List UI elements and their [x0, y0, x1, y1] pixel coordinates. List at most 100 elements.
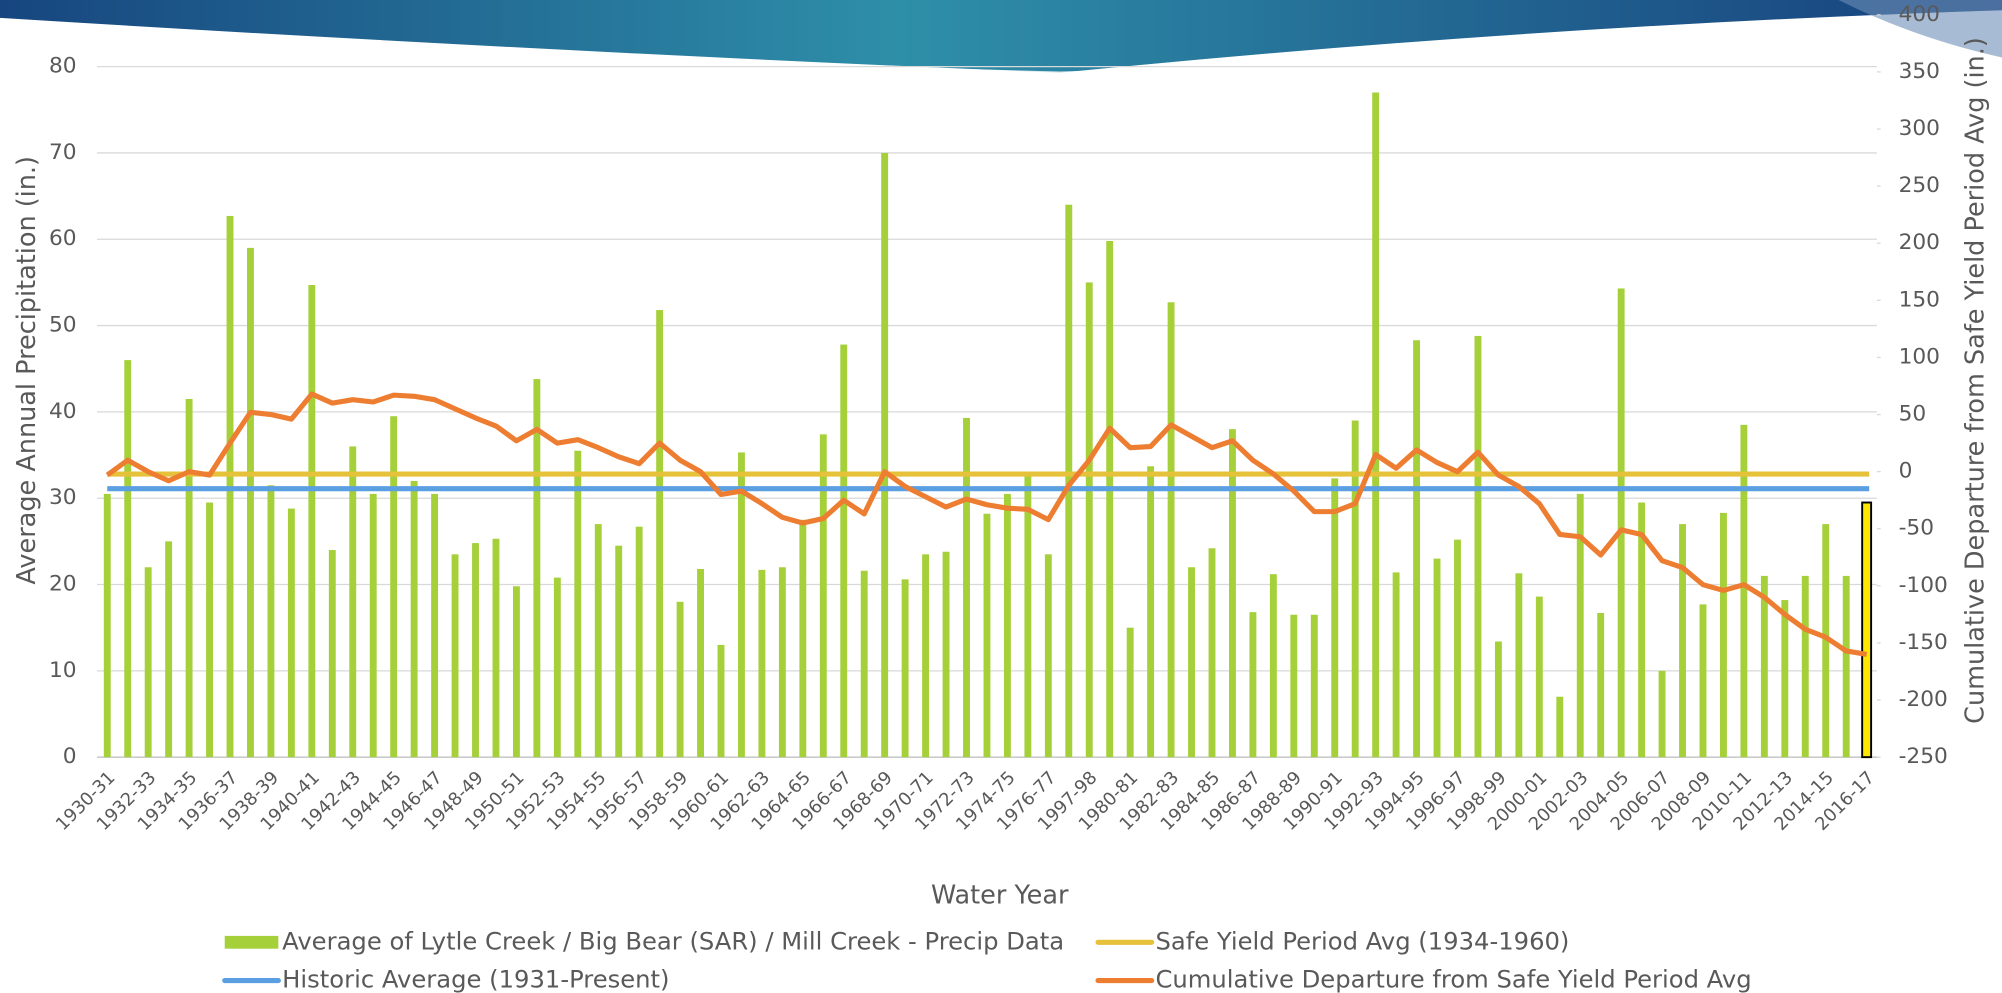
y2-tick-label: 200 [1899, 230, 1940, 255]
y2-tick-label: 300 [1899, 116, 1940, 141]
y-tick-label: 80 [49, 54, 77, 79]
y-tick-label: 70 [49, 140, 77, 165]
bar [1085, 282, 1093, 758]
bar [1413, 340, 1421, 758]
y2-tick-label: 350 [1899, 59, 1940, 84]
bar [676, 601, 684, 758]
bar [185, 398, 193, 758]
bar [594, 524, 602, 758]
bar [1310, 614, 1318, 758]
y2-tick-label: -100 [1899, 573, 1948, 598]
bar [431, 493, 439, 758]
bar [963, 417, 970, 758]
y2-tick-label: -250 [1899, 744, 1948, 769]
bar [1351, 420, 1359, 758]
bar [799, 519, 807, 758]
y-tick-label: 50 [49, 313, 77, 338]
bar [267, 485, 275, 758]
bar [1576, 493, 1584, 758]
bar [1249, 612, 1257, 758]
bar [410, 480, 418, 758]
y2-tick-label: -50 [1899, 516, 1934, 541]
bar [1760, 575, 1768, 758]
bar [1392, 572, 1400, 758]
bar [922, 554, 930, 758]
bar [1617, 288, 1625, 758]
header-curve [76, 37, 1916, 75]
bar [308, 285, 316, 758]
bar [472, 543, 479, 758]
bar [512, 586, 520, 758]
bar [124, 360, 132, 758]
bar [881, 152, 889, 758]
y-tick-label: 0 [63, 744, 77, 769]
header-banner [0, 0, 2002, 73]
bar [1208, 548, 1216, 758]
x-axis-label: Water Year [931, 880, 1069, 910]
bar [901, 579, 909, 758]
bar [1658, 670, 1666, 758]
bar [1003, 493, 1011, 758]
y-tick-label: 20 [49, 572, 77, 597]
y2-tick-label: 400 [1899, 2, 1940, 27]
bar [1147, 466, 1155, 758]
bar [1126, 627, 1134, 758]
bar [1740, 424, 1748, 758]
y-tick-label: 30 [49, 485, 77, 510]
bar [860, 570, 868, 758]
bar [103, 493, 111, 758]
legend-label: Historic Average (1931-Present) [282, 965, 669, 993]
y-axis-label: Average Annual Precipitation (in.) [12, 156, 42, 585]
y-tick-label: 10 [49, 658, 77, 683]
bar [144, 567, 152, 758]
bar [1679, 524, 1686, 758]
bar [1331, 478, 1339, 758]
bar [1556, 696, 1564, 758]
bar [1454, 539, 1461, 758]
bar [533, 379, 541, 758]
y2-tick-label: 50 [1899, 402, 1927, 427]
bar [758, 569, 766, 758]
y2-tick-label: 0 [1899, 459, 1913, 484]
bar [247, 247, 254, 758]
y2-tick-label: -200 [1899, 687, 1948, 712]
bar [778, 567, 786, 758]
y2-tick-label: -150 [1899, 630, 1948, 655]
bar [1699, 604, 1707, 758]
bar [635, 526, 643, 758]
bar [390, 416, 398, 758]
bar [574, 450, 582, 758]
bar [1494, 641, 1502, 758]
bar [1781, 600, 1789, 758]
y2-axis-label: Cumulative Departure from Safe Yield Per… [1960, 37, 1990, 724]
bar [1290, 614, 1298, 758]
bar [1433, 558, 1441, 758]
departure-line [105, 391, 1868, 657]
bar [942, 551, 950, 758]
bar [1801, 575, 1809, 758]
bar [349, 446, 357, 758]
y2-tick-label: 100 [1899, 344, 1940, 369]
bar [1861, 501, 1873, 759]
bar [328, 549, 336, 758]
bar [1229, 429, 1236, 758]
y-tick-label: 60 [49, 226, 77, 251]
bar [819, 434, 827, 758]
bar [1638, 502, 1646, 758]
bar [656, 310, 664, 758]
bar [738, 452, 745, 758]
bar [369, 493, 377, 758]
bar [1474, 335, 1482, 758]
bar [615, 545, 623, 758]
bar [206, 502, 214, 758]
bar [717, 644, 725, 758]
legend-label: Cumulative Departure from Safe Yield Per… [1155, 965, 1751, 993]
bar [492, 538, 500, 758]
bar [165, 541, 173, 758]
bar [1167, 302, 1175, 758]
bar [1535, 596, 1543, 758]
bar [451, 554, 459, 758]
bar [983, 513, 991, 758]
